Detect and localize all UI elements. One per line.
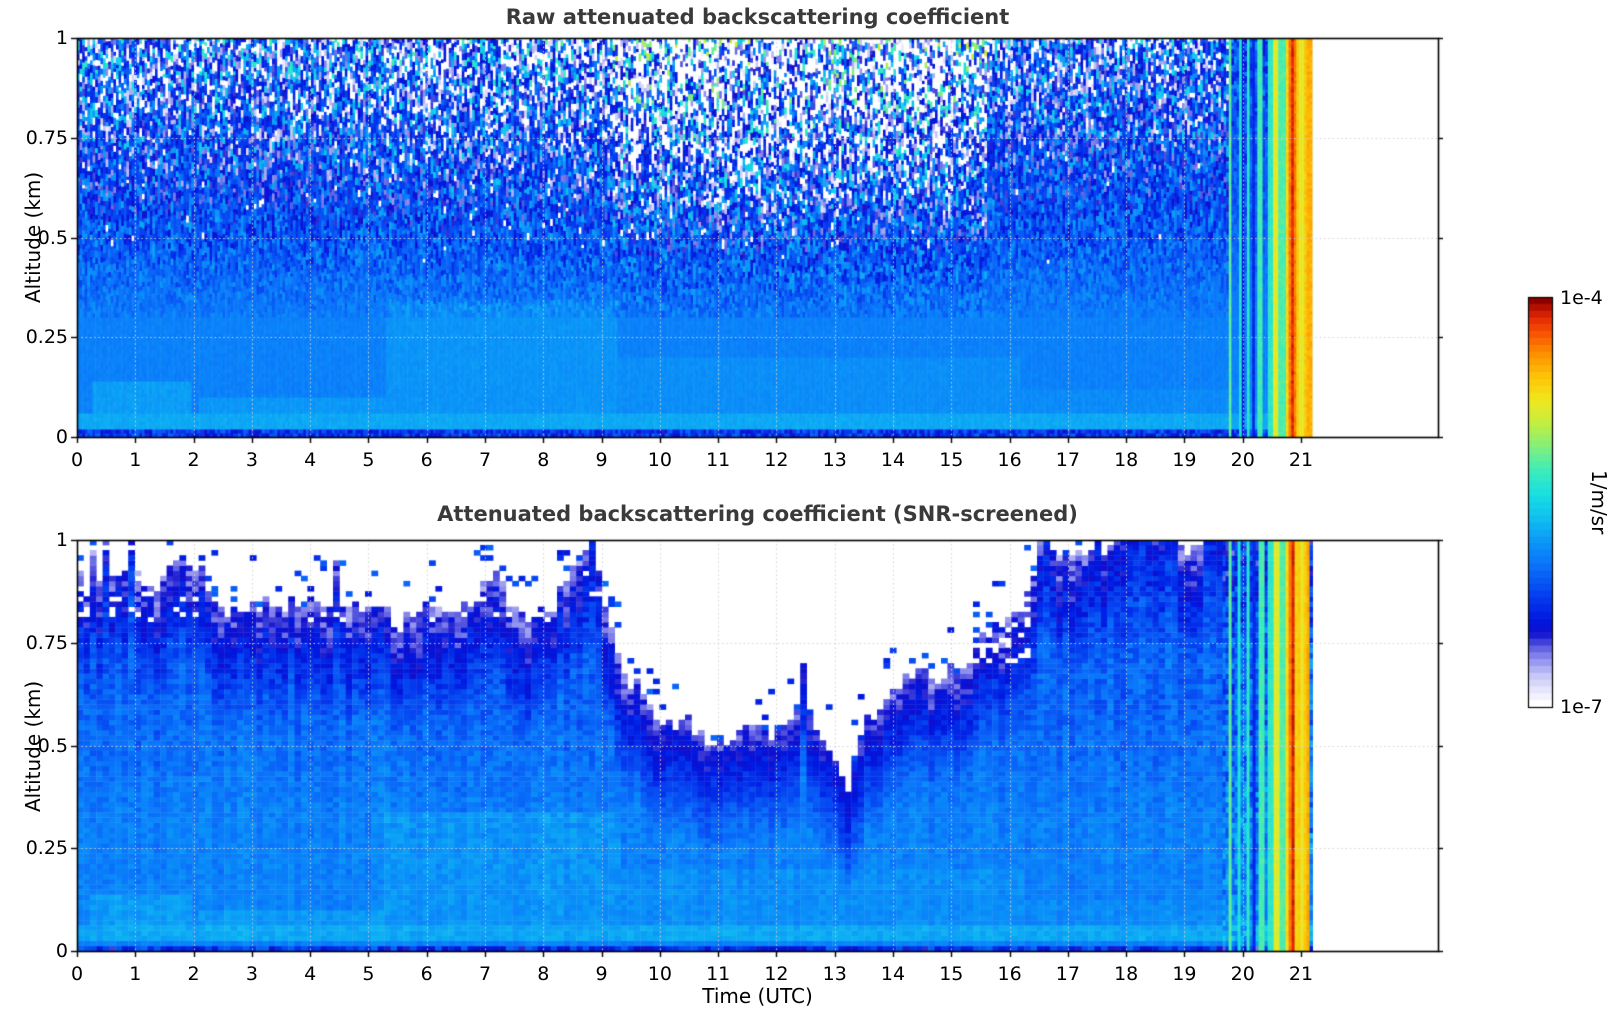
heatmap-canvas	[0, 0, 1621, 1020]
figure: Raw attenuated backscattering coefficien…	[0, 0, 1621, 1020]
